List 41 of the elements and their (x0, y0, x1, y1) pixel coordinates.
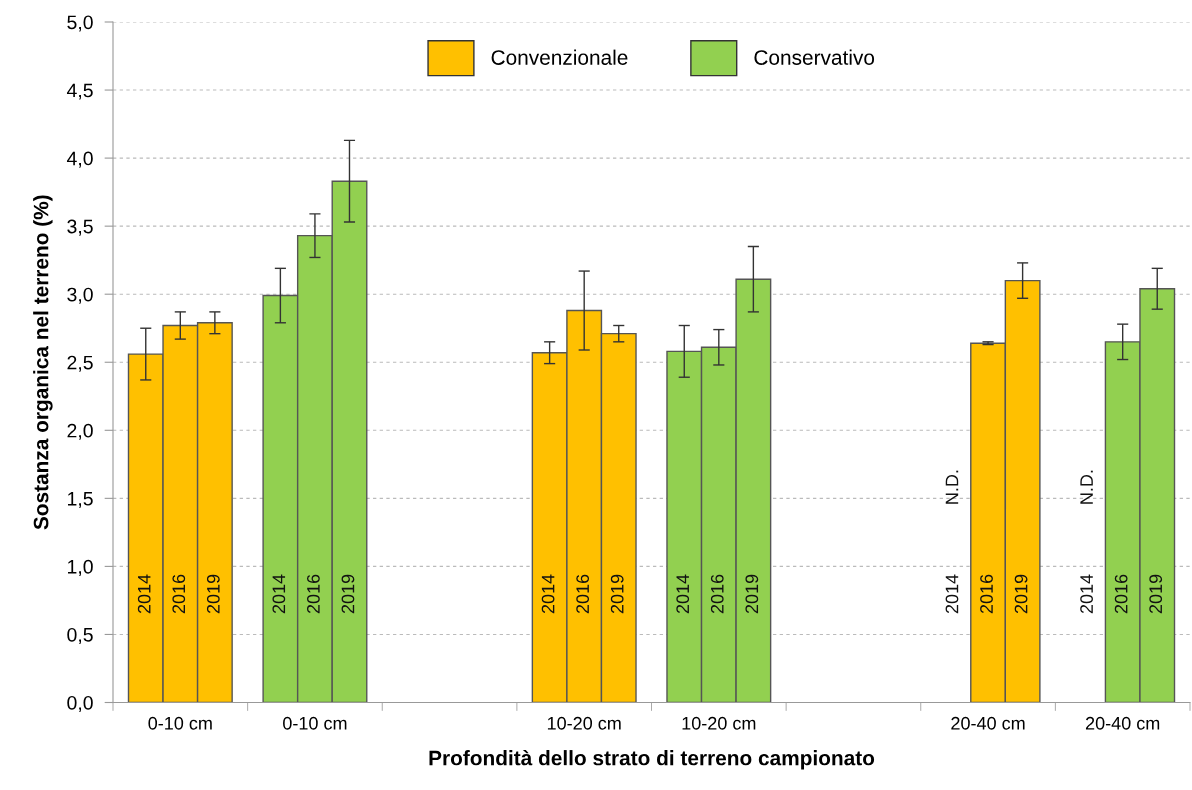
text: 2019 (206, 574, 220, 614)
legend-label: Convenzionale (491, 49, 628, 65)
text: 2014 (945, 574, 959, 614)
text: 2019 (341, 574, 355, 614)
text: 2016 (576, 574, 590, 614)
y-tick-label: 0,5 (67, 627, 93, 644)
text: 2014 (541, 574, 555, 614)
text: 2016 (710, 574, 724, 614)
series-label: 2019 (610, 574, 624, 614)
y-tick-label: 2,0 (67, 423, 93, 440)
text: 2016 (980, 574, 993, 614)
x-tick-label: 0-10 cm (148, 716, 212, 730)
text: 2016 (1114, 574, 1128, 614)
y-axis-title: Sostanza organica nel terreno (%) (33, 195, 53, 530)
y-tick-label: 4,0 (66, 151, 93, 168)
text: N.D. (945, 470, 959, 504)
text: 2019 (1014, 574, 1028, 614)
series-label: 2014 (272, 574, 286, 614)
text: 2019 (1149, 574, 1163, 614)
series-label: 2016 (172, 574, 186, 614)
y-tick-label: 3,0 (67, 287, 93, 304)
x-tick-label: 20-40 cm (951, 716, 1025, 730)
y-tick-label: 0,0 (67, 695, 93, 713)
y-tick-label: 1,5 (68, 492, 93, 508)
y-tick-label: 5,0 (67, 15, 93, 32)
text: 2014 (676, 574, 690, 614)
x-tick-label: 10-20 cm (682, 716, 756, 730)
x-tick-label: 0-10 cm (283, 716, 347, 730)
text: 2014 (1080, 574, 1093, 614)
y-tick-label: 1,0 (68, 559, 93, 576)
y-tick-label: 4,5 (66, 83, 93, 100)
x-tick-label: 10-20 cm (547, 716, 621, 730)
y-tick-label: 2,5 (67, 355, 93, 372)
legend-label: Conservativo (754, 49, 875, 65)
text: N.D. (1080, 470, 1093, 504)
x-tick-label: 20-40 cm (1085, 716, 1160, 730)
text: 2019 (745, 574, 759, 614)
text: 2014 (137, 574, 151, 614)
y-tick-label: 3,5 (67, 219, 93, 236)
text: 2016 (307, 574, 320, 614)
x-axis-title: Profondità dello strato di terreno campionato (429, 749, 875, 770)
